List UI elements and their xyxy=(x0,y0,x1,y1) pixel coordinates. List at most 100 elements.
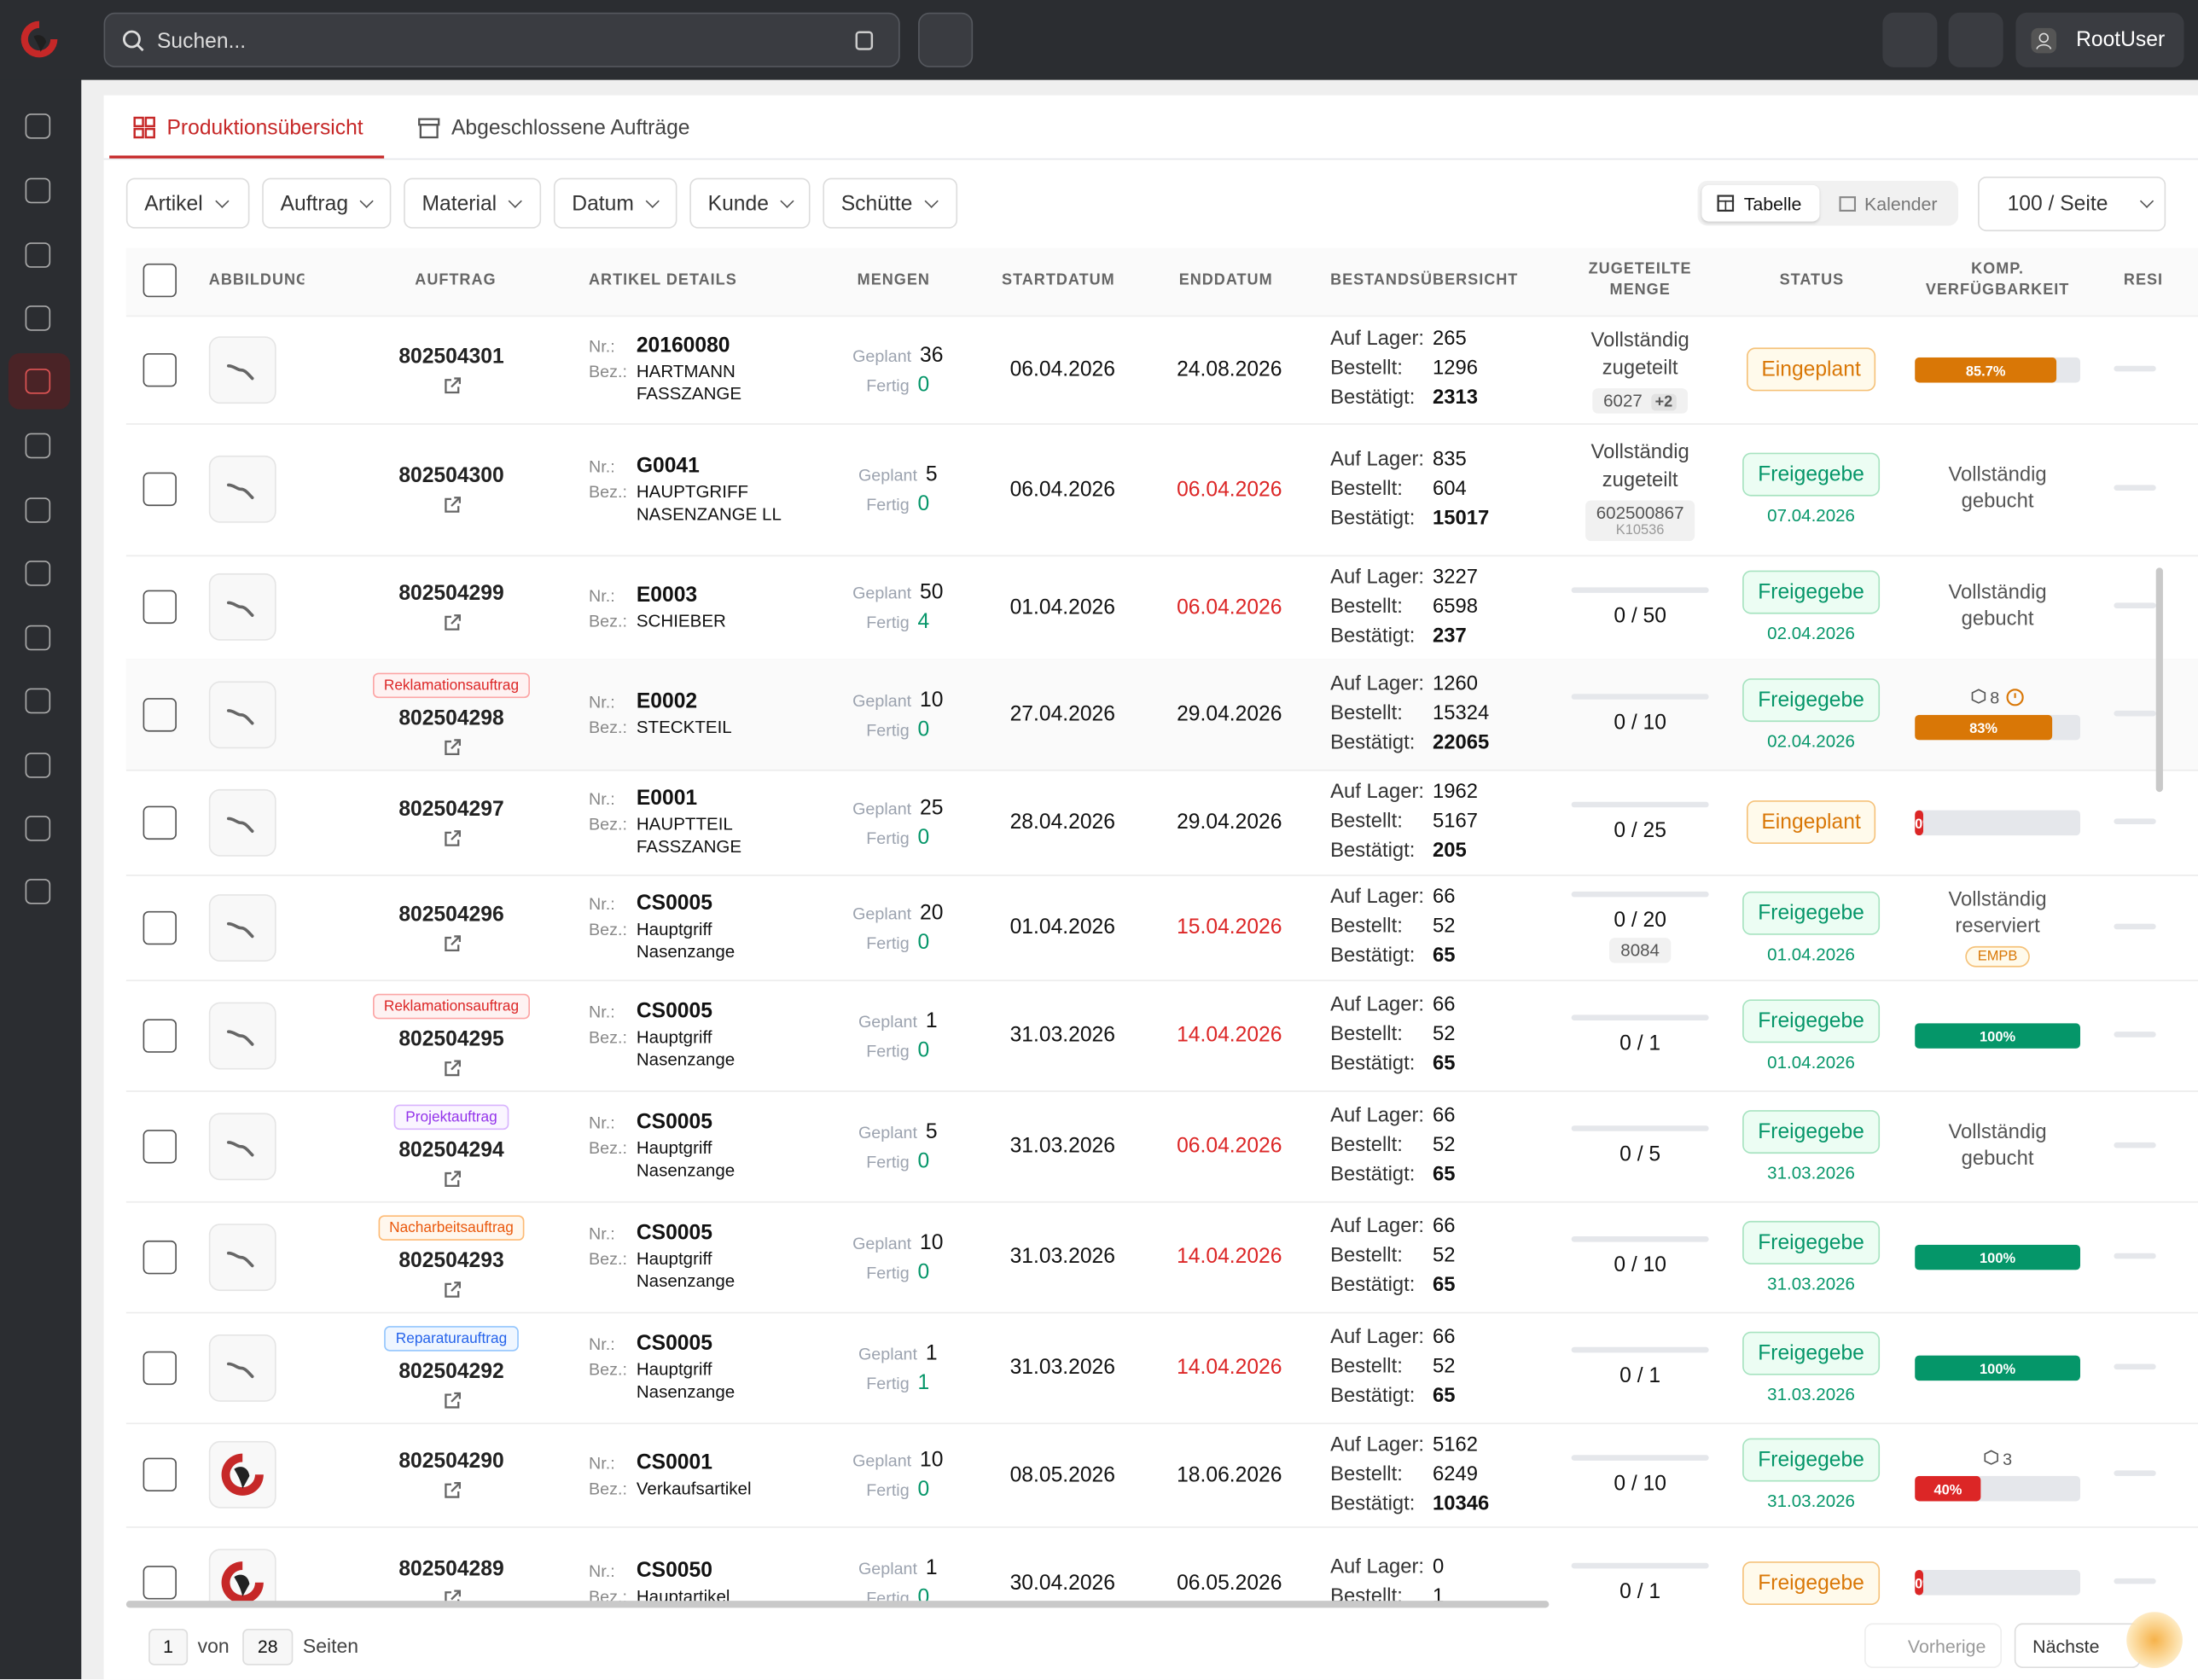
page-size-select[interactable]: 100 / Seite xyxy=(1978,176,2166,232)
tab[interactable]: Produktionsübersicht xyxy=(166,116,363,141)
order-type-badge: Reklamationsauftrag xyxy=(372,992,531,1019)
end-cell: 15.04.2026 xyxy=(1160,875,1300,980)
help-bubble[interactable] xyxy=(2126,1612,2183,1668)
next-button[interactable]: Nächste xyxy=(2014,1623,2141,1668)
row-checkbox[interactable] xyxy=(142,1350,177,1385)
next-label: Nächste xyxy=(2032,1635,2100,1657)
article-nr: CS0005 xyxy=(636,1110,712,1135)
availability-label: 85.7% xyxy=(1965,363,2006,380)
availability-text: Vollständig gebucht xyxy=(1948,581,2047,631)
stock-label: Bestellt: xyxy=(1330,1355,1403,1378)
filter-button[interactable]: Material xyxy=(404,177,542,229)
status-cell: Freigegebe 31.03.2026 xyxy=(1741,1201,1881,1312)
table-row: 802504296 Nr.: CS0005 Bez.: Hauptgriff Nasen… xyxy=(125,875,2198,981)
row-checkbox[interactable] xyxy=(142,472,177,507)
stock-line: Bestätigt: 65 xyxy=(1330,942,1455,972)
checkbox-cell[interactable] xyxy=(142,1526,177,1605)
filter-label[interactable]: Kunde xyxy=(707,191,769,216)
stock-label: Bestellt: xyxy=(1330,1585,1403,1606)
checkbox-cell[interactable] xyxy=(142,1312,177,1423)
filter-label[interactable]: Material xyxy=(422,191,497,216)
end-cell: 24.08.2026 xyxy=(1160,316,1300,423)
row-checkbox[interactable] xyxy=(142,590,177,625)
search-box[interactable]: Suchen... xyxy=(103,12,900,67)
row-checkbox[interactable] xyxy=(142,352,177,387)
article-bez-line: Bez.: Hauptgriff Nasenzange xyxy=(589,918,791,963)
checkbox-cell[interactable] xyxy=(142,423,177,555)
status-badge: Freigegebe xyxy=(1742,452,1880,497)
open-link[interactable] xyxy=(442,1481,461,1499)
done-value: 0 xyxy=(917,824,930,849)
order-type-badge: Reparaturauftrag xyxy=(384,1325,519,1351)
open-link[interactable] xyxy=(442,497,461,514)
row-checkbox[interactable] xyxy=(142,1240,177,1274)
article-nr-line: Nr.: CS0005 xyxy=(589,999,712,1023)
row-checkbox[interactable] xyxy=(142,1457,177,1491)
checkbox-cell[interactable] xyxy=(142,1422,177,1526)
planned-line: Geplant 20 xyxy=(852,901,943,925)
filter-label[interactable]: Artikel xyxy=(144,191,203,216)
checkbox-cell[interactable] xyxy=(142,1201,177,1312)
checkbox-cell[interactable] xyxy=(142,659,177,770)
checkbox-cell[interactable] xyxy=(142,980,177,1090)
checkbox-cell[interactable] xyxy=(142,1090,177,1201)
filter-button[interactable]: Kunde xyxy=(689,177,811,229)
stock-label: Bestellt: xyxy=(1330,1244,1403,1268)
open-link[interactable] xyxy=(442,1392,461,1410)
planned-line: Geplant 10 xyxy=(852,688,943,712)
scan-button[interactable] xyxy=(918,12,974,67)
stock-label: Bestätigt: xyxy=(1330,945,1416,968)
open-link[interactable] xyxy=(442,614,461,632)
filter-button[interactable]: Datum xyxy=(553,177,677,229)
checkbox-cell[interactable] xyxy=(142,555,177,660)
planned-value: 20 xyxy=(919,900,944,925)
row-checkbox[interactable] xyxy=(142,1566,177,1600)
column-header: AUFTRAG xyxy=(415,271,497,289)
allocation-qty: 0 / 10 xyxy=(1614,1471,1666,1496)
checkbox-cell[interactable] xyxy=(142,875,177,980)
open-link[interactable] xyxy=(442,1059,461,1077)
row-checkbox[interactable] xyxy=(142,805,177,840)
open-link[interactable] xyxy=(442,934,461,952)
filter-label[interactable]: Auftrag xyxy=(280,191,349,216)
quantity-cell: Geplant 5 Fertig 0 xyxy=(838,423,957,555)
view-tab[interactable]: Kalender xyxy=(1864,193,1938,215)
refresh-button[interactable] xyxy=(1882,12,1938,67)
sidebar-active xyxy=(8,352,71,410)
tab[interactable]: Abgeschlossene Aufträge xyxy=(451,116,690,141)
end-cell: 14.04.2026 xyxy=(1160,1201,1300,1312)
row-checkbox[interactable] xyxy=(142,1018,177,1052)
prev-button[interactable]: Vorherige xyxy=(1864,1623,2002,1668)
row-checkbox[interactable] xyxy=(142,910,177,945)
filter-label[interactable]: Schütte xyxy=(840,191,913,216)
done-value: 0 xyxy=(917,1148,930,1173)
filter-label[interactable]: Datum xyxy=(572,191,634,216)
filter-button[interactable]: Artikel xyxy=(125,177,250,229)
notification-button[interactable] xyxy=(1948,12,2003,67)
stock-label: Bestellt: xyxy=(1330,810,1403,833)
allocation-track xyxy=(1571,1346,1709,1353)
select-all-checkbox[interactable] xyxy=(142,263,177,298)
checkbox-cell[interactable] xyxy=(142,316,177,423)
availability-cell: 8 83% xyxy=(1906,659,2089,770)
row-checkbox[interactable] xyxy=(142,697,177,731)
stock-value: 5162 xyxy=(1432,1433,1479,1456)
order-number: 802504301 xyxy=(398,344,504,369)
article-bez-line: Bez.: Verkaufsartikel xyxy=(589,1477,791,1499)
row-checkbox[interactable] xyxy=(142,1129,177,1163)
filter-button[interactable]: Schütte xyxy=(823,177,958,229)
allocation-track xyxy=(1571,801,1709,808)
open-link[interactable] xyxy=(442,829,461,847)
stock-cell: Auf Lager: 0 Bestellt: 1 xyxy=(1330,1526,1540,1606)
page-number[interactable]: 1 xyxy=(148,1628,189,1665)
stock-label: Bestellt: xyxy=(1330,1134,1403,1157)
article-cell: Nr.: CS0005 Bez.: Hauptgriff Nasenzange xyxy=(589,1312,827,1423)
view-tab[interactable]: Tabelle xyxy=(1743,193,1802,215)
open-link[interactable] xyxy=(442,1281,461,1299)
user-button[interactable]: RootUser xyxy=(2015,12,2184,67)
checkbox-cell[interactable] xyxy=(142,770,177,875)
open-link[interactable] xyxy=(442,376,461,394)
open-link[interactable] xyxy=(442,1170,461,1188)
filter-button[interactable]: Auftrag xyxy=(262,177,392,229)
open-link[interactable] xyxy=(442,738,461,756)
